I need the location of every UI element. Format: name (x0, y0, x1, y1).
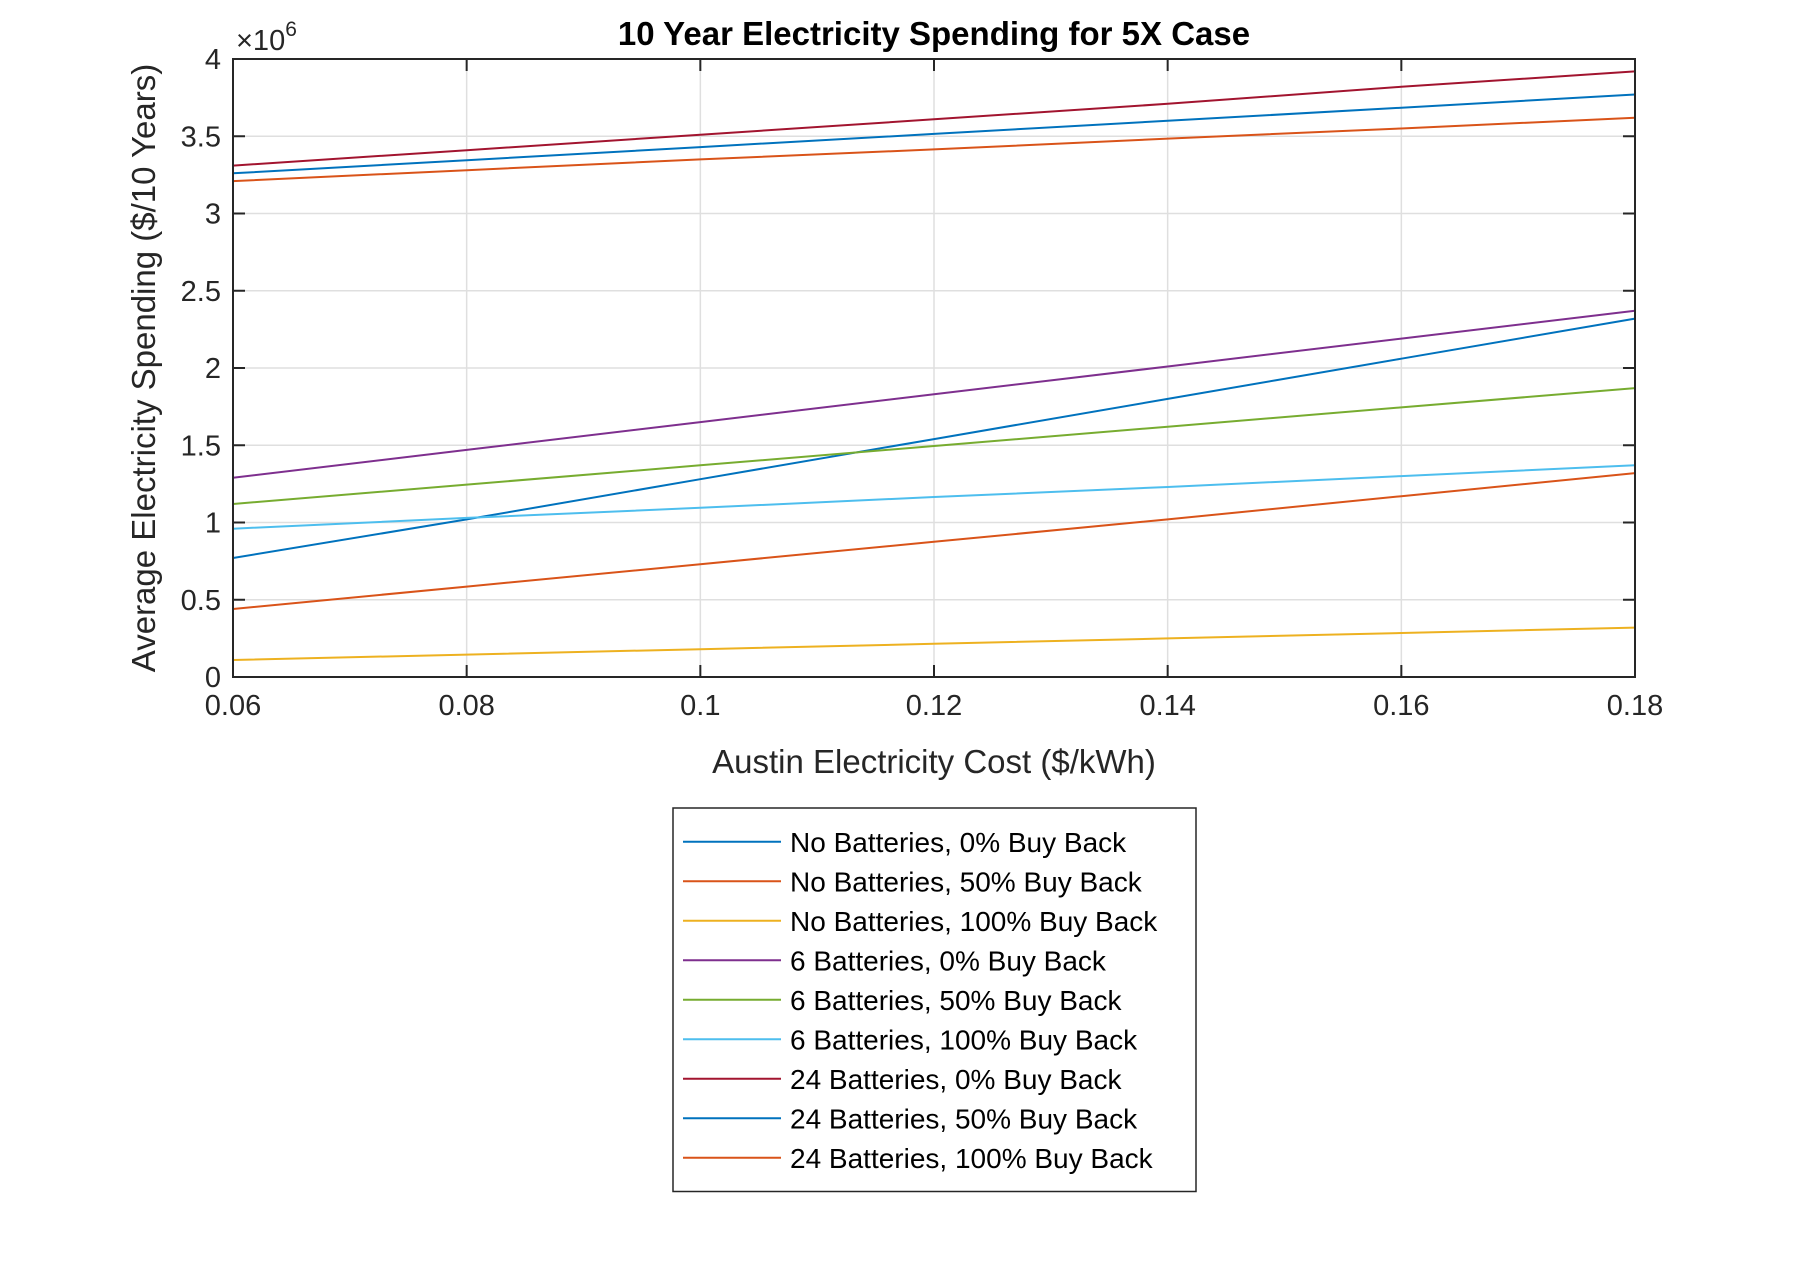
y-axis-exponent-power: 6 (285, 18, 297, 41)
y-tick-label: 1 (205, 508, 221, 540)
legend-entry-2: No Batteries, 50% Buy Back (790, 866, 1143, 897)
legend-entry-7: 24 Batteries, 0% Buy Back (790, 1064, 1123, 1095)
series-line-3 (232, 626, 1636, 661)
legend-entry-4: 6 Batteries, 0% Buy Back (790, 945, 1107, 976)
y-tick-label: 2 (205, 353, 221, 385)
legend: No Batteries, 0% Buy Back No Batteries, 5… (672, 807, 1197, 1193)
series-line-9 (232, 116, 1636, 183)
legend-entry-9: 24 Batteries, 100% Buy Back (790, 1143, 1154, 1174)
x-tick-label: 0.12 (906, 690, 962, 722)
chart-title: 10 Year Electricity Spending for 5X Case (618, 15, 1250, 52)
series-line-8 (232, 93, 1636, 175)
y-tick-label: 0.5 (181, 585, 221, 617)
y-tick-label: 2.5 (181, 276, 221, 308)
y-tick-label: 4 (205, 44, 221, 76)
y-tick-label: 3 (205, 199, 221, 231)
x-tick-label: 0.08 (438, 690, 494, 722)
legend-entry-8: 24 Batteries, 50% Buy Back (790, 1103, 1138, 1134)
y-tick-label: 1.5 (181, 430, 221, 462)
y-tick-label: 3.5 (181, 121, 221, 153)
series-line-6 (232, 464, 1636, 530)
legend-entry-5: 6 Batteries, 50% Buy Back (790, 985, 1123, 1016)
series-line-5 (232, 387, 1636, 505)
x-axis-label: Austin Electricity Cost ($/kWh) (712, 743, 1156, 780)
y-tick-label: 0 (205, 662, 221, 694)
legend-entry-3: No Batteries, 100% Buy Back (790, 906, 1158, 937)
legend-entry-6: 6 Batteries, 100% Buy Back (790, 1024, 1138, 1055)
series-line-2 (232, 472, 1636, 610)
grid (233, 59, 1635, 677)
axis-ticks: 0.06 0.08 0.1 0.12 0.14 0.16 0.18 0 0.5 1 1.5 2 2.5 3… (181, 44, 1664, 722)
x-tick-label: 0.06 (205, 690, 261, 722)
series-line-1 (232, 317, 1636, 559)
x-tick-label: 0.1 (680, 690, 720, 722)
y-axis-exponent-base: ×10 (236, 25, 285, 57)
x-tick-label: 0.18 (1607, 690, 1663, 722)
x-tick-label: 0.16 (1373, 690, 1429, 722)
series-line-7 (232, 70, 1636, 167)
series-lines (232, 70, 1636, 661)
x-tick-label: 0.14 (1139, 690, 1195, 722)
y-axis-exponent: ×106 (236, 18, 297, 57)
legend-entry-1: No Batteries, 0% Buy Back (790, 827, 1127, 858)
series-line-4 (232, 309, 1636, 479)
y-axis-label: Average Electricity Spending ($/10 Years… (125, 64, 162, 672)
